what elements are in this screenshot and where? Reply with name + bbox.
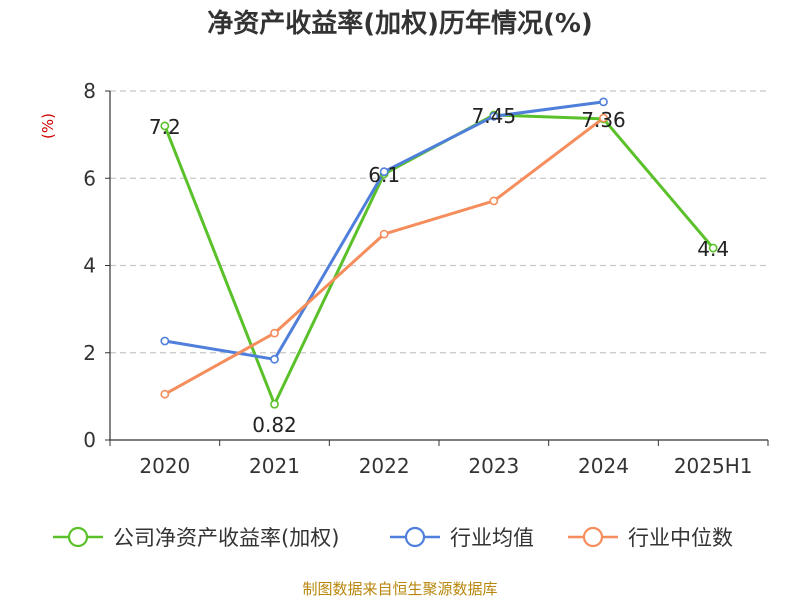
y-axis-label: (%) bbox=[39, 113, 57, 139]
legend-label: 公司净资产收益率(加权) bbox=[113, 526, 339, 550]
series-line-0 bbox=[163, 113, 715, 406]
y-tick-label: 6 bbox=[83, 166, 96, 190]
y-tick-label: 2 bbox=[83, 341, 96, 365]
data-point bbox=[599, 113, 608, 123]
legend-marker bbox=[582, 526, 604, 548]
data-label: 7.2 bbox=[149, 115, 181, 139]
series-lines bbox=[163, 100, 715, 406]
data-label: 6.1 bbox=[368, 163, 400, 187]
y-tick-label: 0 bbox=[83, 428, 96, 452]
data-labels: 7.2 0.82 6.1 7.45 7.36 4.4 bbox=[149, 104, 729, 437]
data-point bbox=[160, 121, 170, 131]
data-point bbox=[489, 196, 499, 206]
data-point bbox=[599, 97, 608, 107]
data-point bbox=[270, 399, 279, 409]
data-label: 0.82 bbox=[252, 413, 297, 437]
source-note: 制图数据来自恒生聚源数据库 bbox=[302, 580, 498, 598]
data-label: 7.45 bbox=[472, 104, 517, 128]
chart-title: 净资产收益率(加权)历年情况(%) bbox=[207, 9, 593, 39]
axes: 0 2 4 6 8 2020 2021 2022 2023 2024 2025H1 (%) bbox=[39, 79, 769, 478]
x-tick-label: 2021 bbox=[249, 454, 300, 478]
legend-label: 行业中位数 bbox=[628, 526, 733, 550]
legend-label: 行业均值 bbox=[450, 526, 534, 550]
data-point bbox=[160, 389, 170, 399]
data-point bbox=[270, 328, 279, 338]
x-tick-label: 2023 bbox=[468, 454, 519, 478]
x-tick-label: 2020 bbox=[139, 454, 190, 478]
x-tick-label: 2025H1 bbox=[674, 454, 753, 478]
y-tick-label: 8 bbox=[83, 79, 96, 103]
legend-marker bbox=[404, 526, 426, 548]
legend: 公司净资产收益率(加权) 行业均值 行业中位数 bbox=[53, 526, 733, 550]
legend-marker bbox=[67, 526, 89, 548]
series-points bbox=[160, 97, 718, 409]
data-point bbox=[708, 243, 718, 253]
gridlines bbox=[110, 90, 768, 354]
data-point bbox=[379, 229, 389, 239]
x-tick-label: 2024 bbox=[578, 454, 629, 478]
y-tick-label: 4 bbox=[83, 254, 96, 278]
data-point bbox=[160, 336, 170, 346]
data-point bbox=[270, 354, 279, 364]
data-label: 7.36 bbox=[581, 108, 626, 132]
data-label: 4.4 bbox=[697, 237, 729, 261]
data-point bbox=[379, 167, 389, 177]
x-tick-label: 2022 bbox=[359, 454, 410, 478]
data-point bbox=[489, 111, 499, 121]
